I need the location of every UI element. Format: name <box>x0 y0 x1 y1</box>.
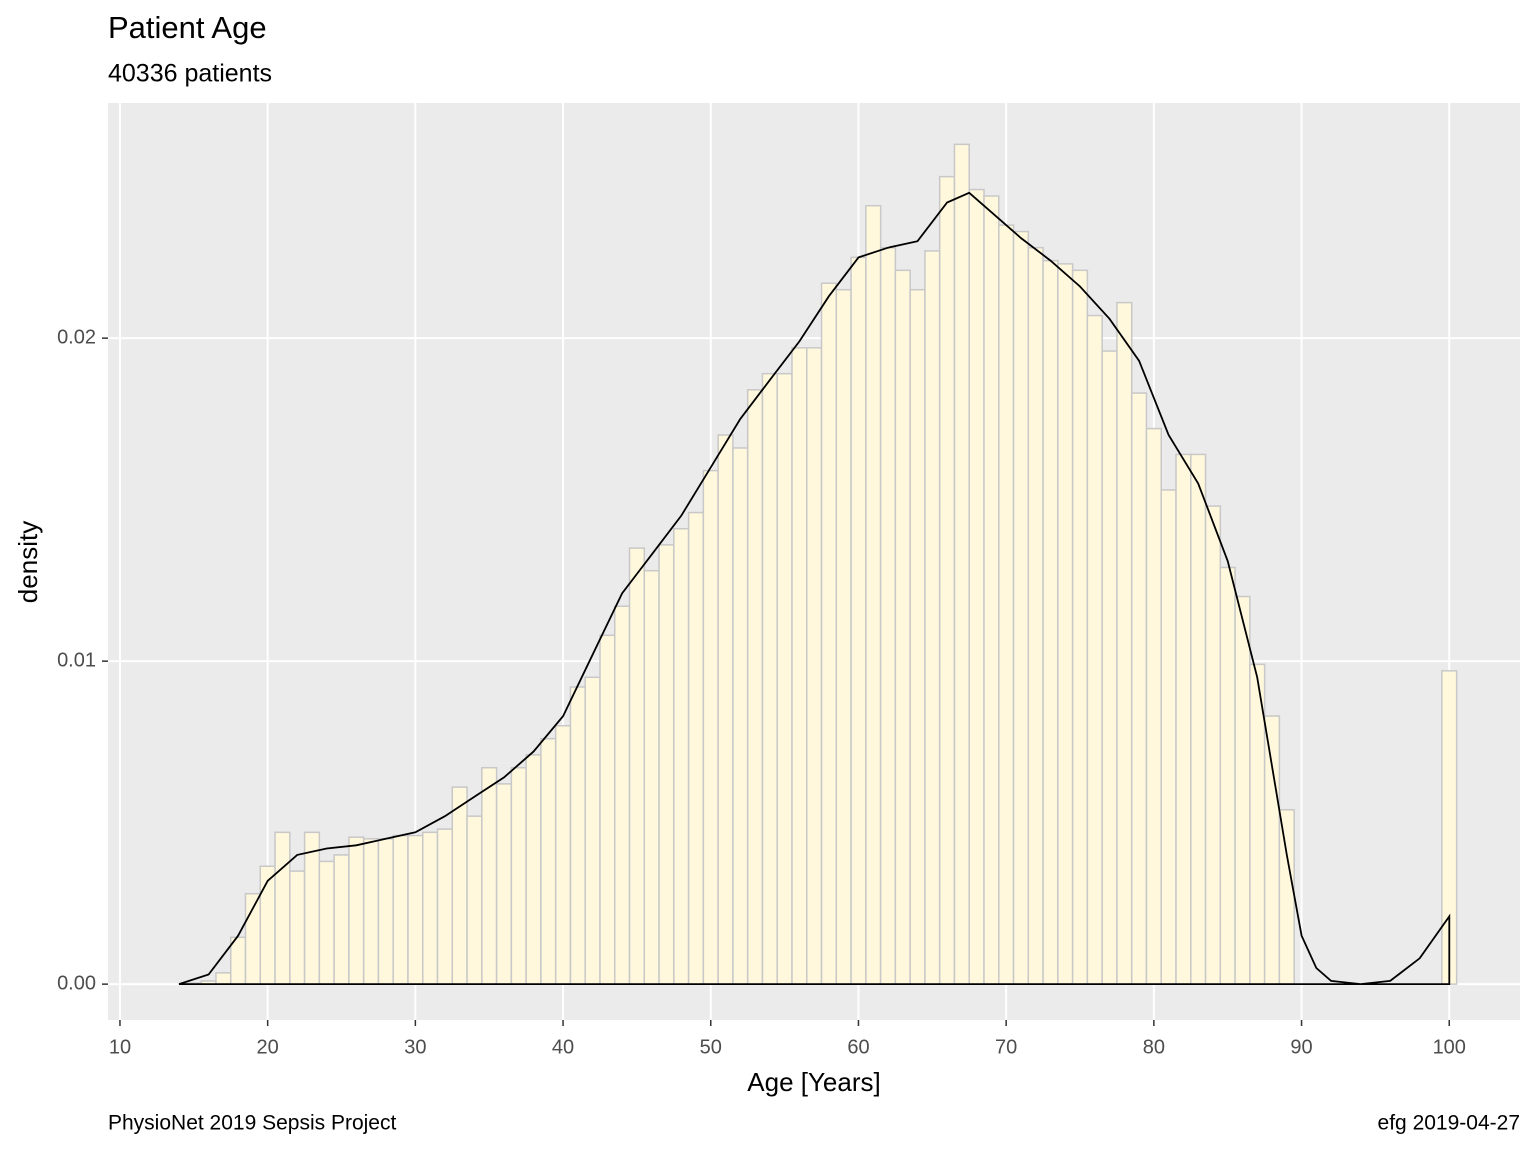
bar <box>1116 301 1133 985</box>
density-line <box>178 191 1451 986</box>
bar <box>584 676 601 985</box>
bar <box>274 831 291 985</box>
bar <box>466 815 483 985</box>
bar <box>362 838 380 985</box>
bar <box>569 686 586 985</box>
bar <box>628 547 646 985</box>
x-tick-label: 50 <box>700 1036 722 1058</box>
x-tick-label: 60 <box>847 1036 869 1058</box>
bar <box>983 195 1000 985</box>
bar <box>289 870 306 985</box>
chart-title: Patient Age <box>108 10 267 45</box>
x-axis-title: Age [Years] <box>747 1067 880 1097</box>
bar <box>1145 427 1162 985</box>
bar <box>525 754 542 985</box>
bar <box>938 175 956 985</box>
chart-subtitle: 40336 patients <box>108 60 272 88</box>
bar <box>229 936 247 985</box>
y-tick-label: 0.00 <box>57 972 96 994</box>
bar <box>333 854 350 985</box>
bar <box>1130 392 1148 985</box>
bar <box>1160 489 1177 985</box>
bar <box>806 347 823 985</box>
caption-right: efg 2019-04-27 <box>1378 1112 1520 1135</box>
bar <box>850 256 867 985</box>
bar <box>510 766 527 985</box>
bar <box>259 865 276 985</box>
bar <box>303 831 321 985</box>
bar <box>761 372 778 985</box>
bar <box>1219 566 1236 985</box>
bar <box>1101 350 1118 985</box>
bar <box>1057 263 1074 985</box>
bar <box>554 724 572 985</box>
bar <box>717 434 734 985</box>
bar <box>348 836 365 985</box>
bar <box>1263 715 1281 985</box>
bar <box>658 544 675 985</box>
y-axis-title: density <box>13 521 43 603</box>
bar <box>968 188 985 985</box>
bar <box>673 527 690 985</box>
bar <box>1071 269 1089 985</box>
bar <box>481 766 498 985</box>
bar <box>1042 259 1059 985</box>
bar <box>791 347 808 985</box>
bar <box>421 831 439 985</box>
bar <box>894 269 911 985</box>
bar <box>451 786 468 985</box>
y-tick-label: 0.01 <box>57 649 96 671</box>
bar <box>1012 230 1030 985</box>
bar <box>495 783 513 985</box>
bar <box>820 282 838 985</box>
x-tick-label: 40 <box>552 1036 574 1058</box>
bar <box>865 204 882 985</box>
bar <box>732 447 749 985</box>
x-tick-label: 70 <box>995 1036 1017 1058</box>
bar <box>746 389 764 985</box>
bar <box>953 143 970 985</box>
bar <box>687 511 705 985</box>
caption-left: PhysioNet 2019 Sepsis Project <box>108 1112 396 1135</box>
bar <box>614 605 631 985</box>
x-tick-label: 90 <box>1290 1036 1312 1058</box>
bar <box>377 838 394 985</box>
bar <box>436 828 454 985</box>
bar <box>318 860 335 985</box>
bar <box>879 246 897 985</box>
x-tick-label: 100 <box>1433 1036 1466 1058</box>
x-tick-label: 30 <box>404 1036 426 1058</box>
x-tick-label: 10 <box>109 1036 131 1058</box>
bar <box>835 288 852 985</box>
y-tick-label: 0.02 <box>57 326 96 348</box>
bar <box>702 469 719 985</box>
bar <box>924 250 941 985</box>
bar <box>1278 808 1295 985</box>
x-tick-label: 80 <box>1143 1036 1165 1058</box>
bar <box>998 224 1015 985</box>
bar <box>776 372 793 985</box>
bar <box>1027 246 1044 985</box>
bar <box>407 834 424 985</box>
bar <box>599 634 616 985</box>
bar <box>215 972 232 985</box>
bar <box>1190 453 1207 985</box>
bar <box>909 288 926 985</box>
bar <box>540 737 557 985</box>
bar <box>1086 314 1103 985</box>
bar <box>392 834 409 985</box>
bar <box>1204 505 1222 985</box>
bar <box>1175 453 1192 985</box>
bar <box>643 569 660 985</box>
bar <box>1234 595 1251 985</box>
x-tick-label: 20 <box>257 1036 279 1058</box>
